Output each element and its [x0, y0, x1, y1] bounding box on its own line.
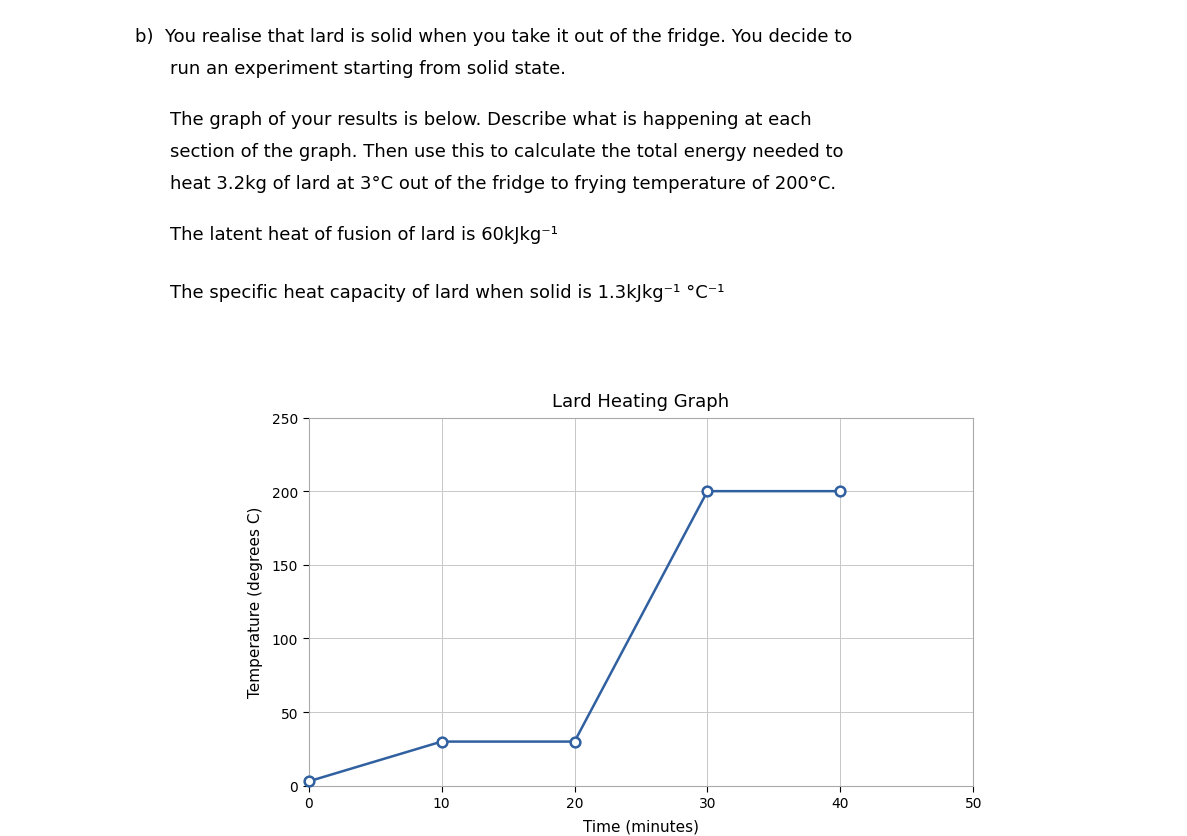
Y-axis label: Temperature (degrees C): Temperature (degrees C) — [248, 507, 264, 697]
Text: run an experiment starting from solid state.: run an experiment starting from solid st… — [170, 60, 566, 78]
Text: b)  You realise that lard is solid when you take it out of the fridge. You decid: b) You realise that lard is solid when y… — [135, 28, 852, 46]
Title: Lard Heating Graph: Lard Heating Graph — [552, 393, 730, 411]
X-axis label: Time (minutes): Time (minutes) — [583, 818, 699, 833]
Text: The latent heat of fusion of lard is 60kJkg⁻¹: The latent heat of fusion of lard is 60k… — [170, 226, 558, 244]
Text: heat 3.2kg of lard at 3°C out of the fridge to frying temperature of 200°C.: heat 3.2kg of lard at 3°C out of the fri… — [170, 175, 836, 193]
Text: The graph of your results is below. Describe what is happening at each: The graph of your results is below. Desc… — [170, 111, 812, 129]
Text: The specific heat capacity of lard when solid is 1.3kJkg⁻¹ °C⁻¹: The specific heat capacity of lard when … — [170, 283, 724, 302]
Text: section of the graph. Then use this to calculate the total energy needed to: section of the graph. Then use this to c… — [170, 143, 844, 161]
